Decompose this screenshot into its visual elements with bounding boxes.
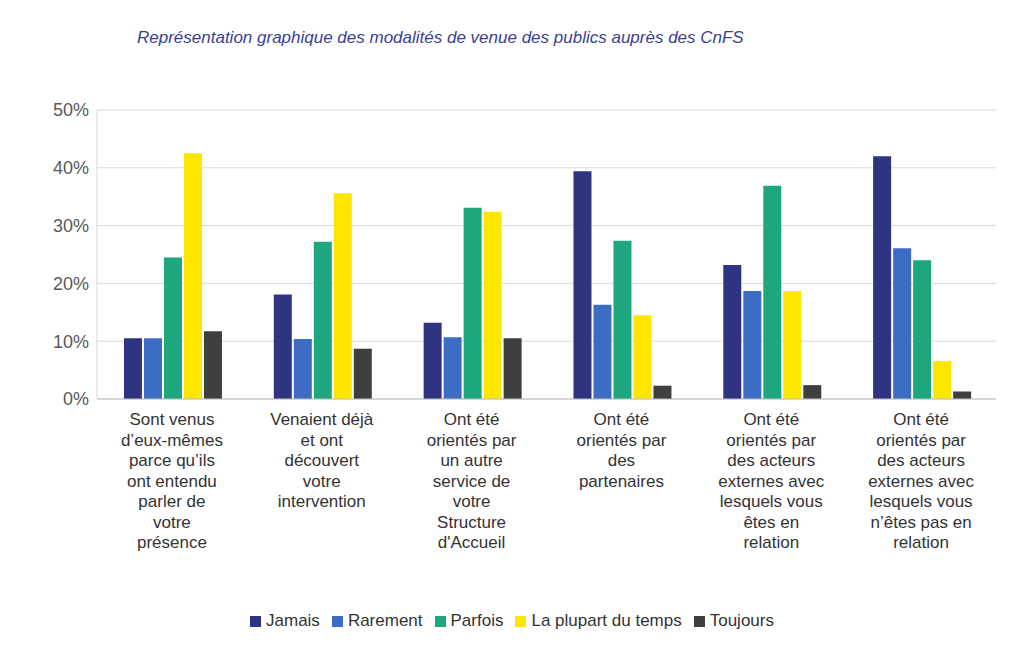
html-text:Parfois: Parfois bbox=[450, 611, 504, 630]
svg-text:40%: 40% bbox=[53, 158, 89, 178]
svg-text:30%: 30% bbox=[53, 216, 89, 236]
html-text:Représentation graphique des m: Représentation graphique des modalités d… bbox=[137, 28, 744, 47]
html-text:Toujours: Toujours bbox=[709, 611, 774, 630]
svg-text:Ont étéorientés parun autreser: Ont étéorientés parun autreservice devot… bbox=[427, 410, 517, 552]
svg-text:Ont étéorientés pardes acteurs: Ont étéorientés pardes acteursexternes a… bbox=[868, 410, 974, 552]
svg-text:50%: 50% bbox=[53, 100, 89, 120]
svg-text:0%: 0% bbox=[63, 389, 89, 409]
html-text:Jamais: Jamais bbox=[266, 611, 320, 630]
html-text:Rarement: Rarement bbox=[347, 611, 423, 630]
svg-text:Ont étéorientés pardes acteurs: Ont étéorientés pardes acteursexternes a… bbox=[718, 410, 824, 552]
svg-text:Sont venusd’eux-mêmesparce qu’: Sont venusd’eux-mêmesparce qu’ilsont ent… bbox=[121, 410, 223, 552]
svg-text:20%: 20% bbox=[53, 274, 89, 294]
svg-text:Venaient déjàet ontdécouvertvo: Venaient déjàet ontdécouvertvotreinterve… bbox=[270, 410, 374, 511]
html-text:La plupart du temps: La plupart du temps bbox=[531, 611, 682, 630]
svg-text:10%: 10% bbox=[53, 332, 89, 352]
svg-text:Ont étéorientés pardespartenai: Ont étéorientés pardespartenaires bbox=[577, 410, 667, 491]
